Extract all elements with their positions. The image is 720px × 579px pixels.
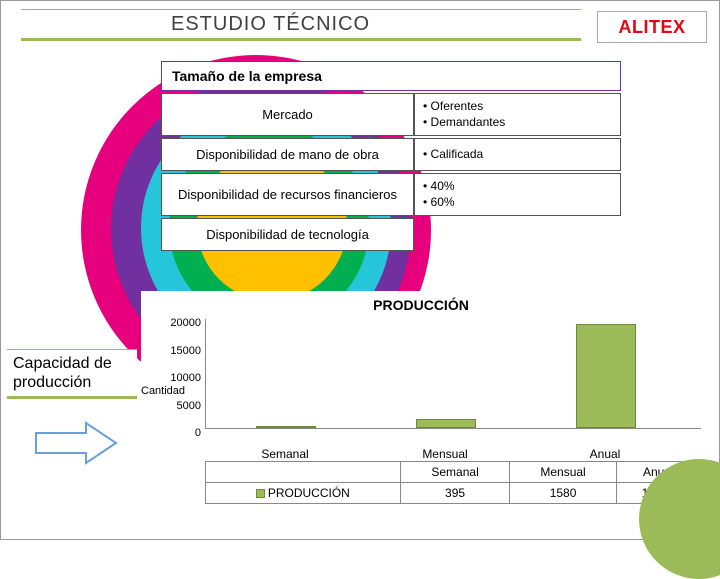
series-name-cell: PRODUCCIÓN: [206, 483, 401, 504]
x-label: Mensual: [365, 447, 525, 461]
chart-body: Cantidad 0 5000 10000 15000 20000: [141, 317, 701, 447]
info-row-left: Disponibilidad de mano de obra: [161, 138, 414, 171]
arrow-icon: [31, 421, 121, 476]
bullet: • 40%: [423, 179, 612, 195]
info-row-right: • Oferentes• Demandantes: [414, 93, 621, 136]
bullet: • Calificada: [423, 147, 612, 163]
info-row-left: Disponibilidad de tecnología: [161, 218, 414, 251]
bullet: • Oferentes: [423, 99, 612, 115]
y-axis: Cantidad 0 5000 10000 15000 20000: [141, 317, 205, 447]
y-tick: 10000: [170, 372, 201, 384]
x-labels: SemanalMensualAnual: [205, 447, 701, 461]
section-header: Tamaño de la empresa: [161, 61, 621, 91]
y-axis-label: Cantidad: [141, 385, 185, 397]
info-row: Disponibilidad de mano de obra • Califica…: [161, 138, 621, 171]
slide: ESTUDIO TÉCNICO ALITEX Tamaño de la empr…: [0, 0, 720, 540]
bullet: • 60%: [423, 195, 612, 211]
chart-block: PRODUCCIÓN Cantidad 0 5000 10000 15000 20000…: [141, 291, 701, 504]
bar: [256, 426, 316, 428]
table-header: [206, 462, 401, 483]
x-label: Anual: [525, 447, 685, 461]
info-row: Disponibilidad de recursos financieros• …: [161, 173, 621, 216]
x-label: Semanal: [205, 447, 365, 461]
table-cell: 1580: [510, 483, 616, 504]
y-tick: 0: [195, 427, 201, 439]
plot-area: [205, 319, 701, 429]
capacity-label: Capacidad de producción: [7, 349, 137, 399]
chart-title: PRODUCCIÓN: [141, 291, 701, 317]
info-row-right: • 40%• 60%: [414, 173, 621, 216]
logo-brand: ALITEX: [618, 17, 685, 38]
bullet: • Demandantes: [423, 115, 612, 131]
info-row-left: Mercado: [161, 93, 414, 136]
info-row-left: Disponibilidad de recursos financieros: [161, 173, 414, 216]
y-tick: 5000: [177, 400, 201, 412]
info-row-right: • Calificada: [414, 138, 621, 171]
info-section: Tamaño de la empresa Mercado• Oferentes•…: [161, 61, 621, 253]
legend-square-icon: [256, 489, 265, 498]
logo: ALITEX: [597, 11, 707, 43]
table-header: Semanal: [400, 462, 510, 483]
title-bar: ESTUDIO TÉCNICO: [21, 9, 581, 41]
bar: [576, 324, 636, 428]
data-table: SemanalMensualAnual PRODUCCIÓN3951580189…: [205, 461, 701, 504]
y-tick: 15000: [170, 345, 201, 357]
table-cell: 395: [400, 483, 510, 504]
page-title: ESTUDIO TÉCNICO: [171, 13, 370, 36]
bar: [416, 419, 476, 428]
y-tick: 20000: [170, 317, 201, 329]
table-header: Mensual: [510, 462, 616, 483]
info-row: Mercado• Oferentes• Demandantes: [161, 93, 621, 136]
info-row: Disponibilidad de tecnología: [161, 218, 621, 251]
